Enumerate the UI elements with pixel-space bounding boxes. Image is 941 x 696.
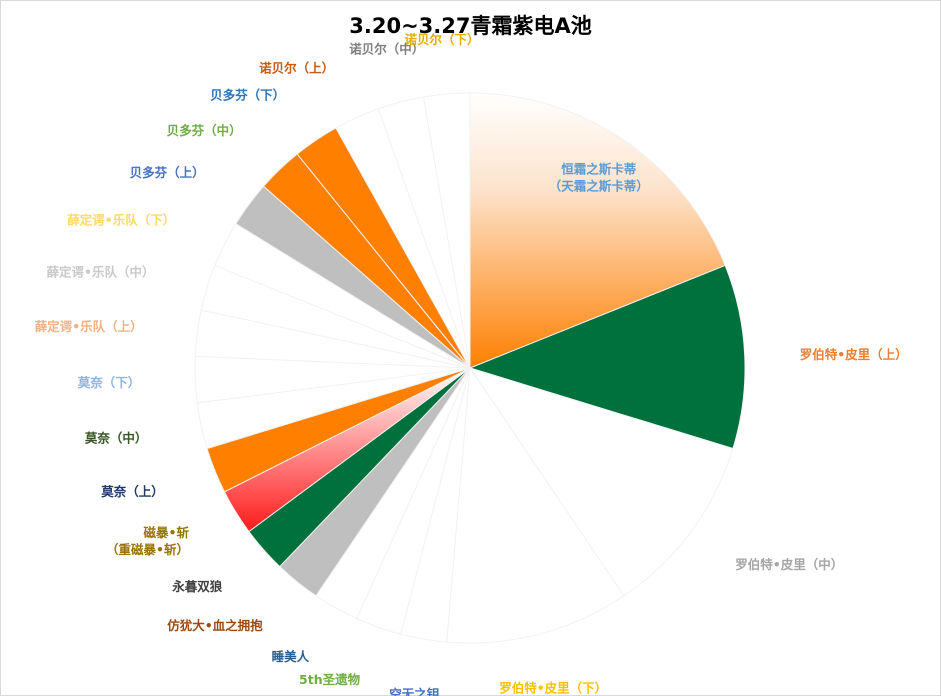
slice-label: 恒霜之斯卡蒂（天霜之斯卡蒂）	[549, 161, 649, 193]
slice-label: 永暮双狼	[171, 579, 223, 594]
slice-label: 磁暴•斩（重磁暴•斩）	[106, 525, 189, 557]
slice-label: 睡美人	[272, 649, 310, 664]
slice-label: 薛定谔•乐队（下）	[67, 212, 175, 227]
pie-slice	[446, 366, 625, 644]
pie-slice	[468, 367, 734, 597]
pie-slice	[468, 264, 746, 450]
slice-label: 薛定谔•乐队（中）	[47, 264, 155, 279]
slice-label: 空无之钥	[389, 686, 439, 696]
slice-label: 仿犹大•血之拥抱	[167, 618, 263, 633]
slice-label: 罗伯特•皮里（下）	[499, 680, 607, 695]
slice-label: 贝多芬（中）	[167, 123, 242, 138]
slice-label: 罗伯特•皮里（中）	[735, 557, 843, 572]
pie-slice	[422, 92, 471, 369]
slice-label: 莫奈（下）	[78, 375, 141, 390]
slice-label: 罗伯特•皮里（上）	[800, 347, 908, 362]
pie-slice	[469, 92, 726, 369]
slice-label: 5th圣遗物	[299, 672, 361, 687]
slice-label: 诺贝尔（上）	[259, 60, 334, 75]
slice-label: 贝多芬（下）	[210, 88, 285, 103]
slice-label: 贝多芬（上）	[130, 165, 205, 180]
slice-label: 诺贝尔（下）	[404, 32, 479, 47]
pie-labels: 恒霜之斯卡蒂（天霜之斯卡蒂） 罗伯特•皮里（上） 罗伯特•皮里（中） 罗伯特•皮里（下…	[35, 32, 908, 696]
slice-label: 薛定谔•乐队（上）	[35, 319, 143, 334]
slice-label: 莫奈（上）	[101, 484, 164, 499]
slice-label: 莫奈（中）	[85, 431, 148, 446]
chart-title: 3.20~3.27青霜紫电A池	[349, 14, 592, 38]
slice-label: 诺贝尔（中）	[349, 42, 424, 57]
pie-slices	[194, 92, 746, 644]
